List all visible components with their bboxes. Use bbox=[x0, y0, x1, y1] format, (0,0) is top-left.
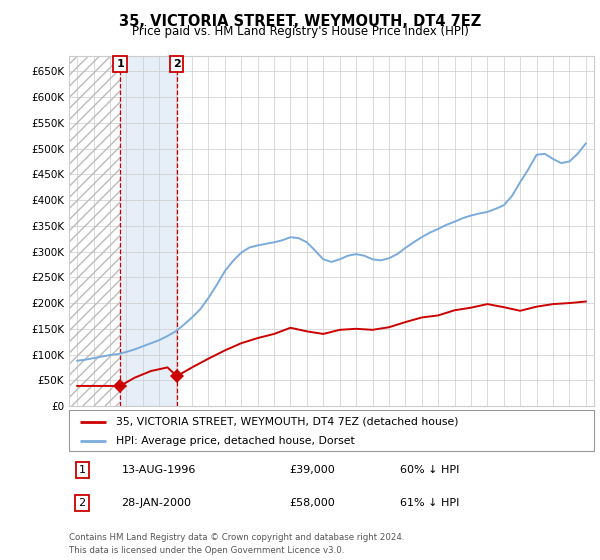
Text: 2: 2 bbox=[173, 59, 181, 69]
Text: 35, VICTORIA STREET, WEYMOUTH, DT4 7EZ: 35, VICTORIA STREET, WEYMOUTH, DT4 7EZ bbox=[119, 14, 481, 29]
Bar bbox=[69, 56, 120, 406]
Bar bbox=[69, 56, 120, 406]
Text: HPI: Average price, detached house, Dorset: HPI: Average price, detached house, Dors… bbox=[116, 436, 355, 446]
Text: Contains HM Land Registry data © Crown copyright and database right 2024.
This d: Contains HM Land Registry data © Crown c… bbox=[69, 533, 404, 554]
Text: 35, VICTORIA STREET, WEYMOUTH, DT4 7EZ (detached house): 35, VICTORIA STREET, WEYMOUTH, DT4 7EZ (… bbox=[116, 417, 459, 427]
Text: £58,000: £58,000 bbox=[290, 498, 335, 508]
Text: 1: 1 bbox=[116, 59, 124, 69]
Text: 28-JAN-2000: 28-JAN-2000 bbox=[121, 498, 191, 508]
Text: £39,000: £39,000 bbox=[290, 465, 335, 475]
Text: 60% ↓ HPI: 60% ↓ HPI bbox=[400, 465, 459, 475]
Bar bbox=[120, 56, 177, 406]
Text: 61% ↓ HPI: 61% ↓ HPI bbox=[400, 498, 459, 508]
FancyBboxPatch shape bbox=[69, 410, 594, 451]
Text: 2: 2 bbox=[79, 498, 86, 508]
Text: 13-AUG-1996: 13-AUG-1996 bbox=[121, 465, 196, 475]
Text: Price paid vs. HM Land Registry's House Price Index (HPI): Price paid vs. HM Land Registry's House … bbox=[131, 25, 469, 38]
Text: 1: 1 bbox=[79, 465, 86, 475]
